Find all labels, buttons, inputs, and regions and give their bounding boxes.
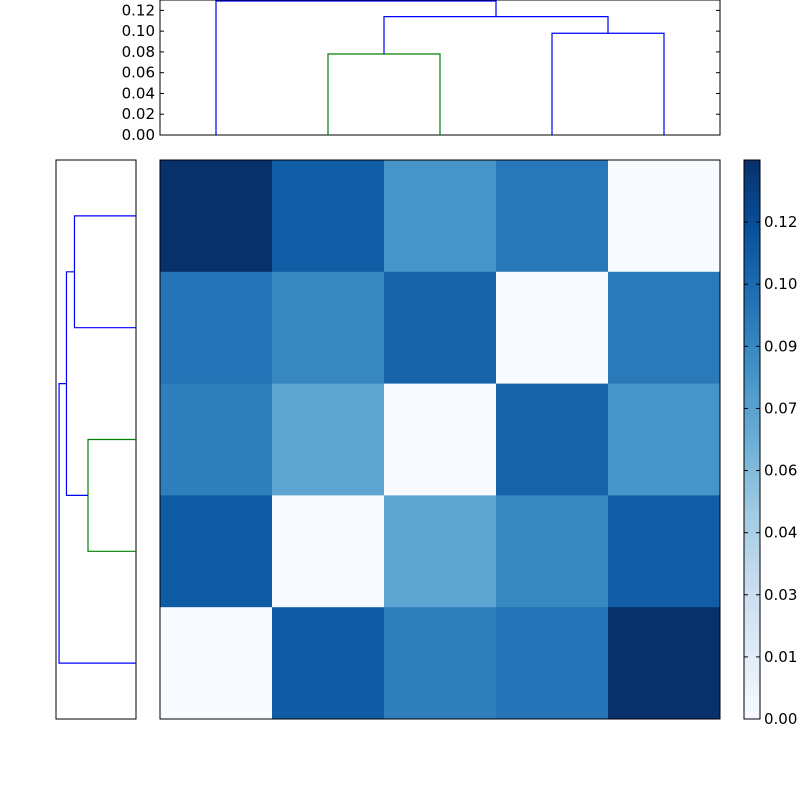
colorbar-tick-label: 0.00 — [764, 710, 797, 728]
heatmap-cell — [608, 607, 721, 720]
top-dendrogram-tick-label: 0.04 — [122, 84, 155, 102]
heatmap-cell — [496, 383, 609, 496]
top-dendrogram-tick-label: 0.00 — [122, 126, 155, 144]
colorbar-ticks: 0.00 0.01 0.03 0.04 0.06 0.07 0.09 0.10 0.12 — [744, 213, 797, 728]
top-dendrogram-tick-label: 0.02 — [122, 105, 155, 123]
heatmap-cell — [496, 495, 609, 608]
colorbar-tick-label: 0.12 — [764, 213, 797, 231]
top-dendrogram-links — [215, 0, 665, 135]
colorbar-tick-label: 0.06 — [764, 462, 797, 480]
top-dendrogram: 0.00 0.02 0.04 0.06 0.08 0.10 0.12 — [122, 0, 721, 144]
colorbar-tick-label: 0.07 — [764, 399, 797, 417]
heatmap-cell — [272, 160, 385, 273]
colorbar-gradient — [743, 159, 761, 720]
heatmap-cell — [272, 607, 385, 720]
top-dendrogram-link — [215, 0, 497, 135]
colorbar-tick-label: 0.01 — [764, 648, 797, 666]
colorbar: 0.00 0.01 0.03 0.04 0.06 0.07 0.09 0.10 0.12 — [743, 159, 797, 728]
colorbar-tick-label: 0.10 — [764, 275, 797, 293]
heatmap-cell — [160, 495, 273, 608]
heatmap-cell — [384, 607, 497, 720]
top-dendrogram-y-axis: 0.00 0.02 0.04 0.06 0.08 0.10 0.12 — [122, 1, 720, 144]
heatmap-cell — [160, 271, 273, 385]
colorbar-tick-label: 0.09 — [764, 337, 797, 355]
left-dendrogram-links — [58, 215, 136, 664]
colorbar-tick-label: 0.04 — [764, 524, 797, 542]
top-dendrogram-tick-label: 0.08 — [122, 43, 155, 61]
heatmap-cell — [160, 383, 273, 496]
heatmap-cell — [384, 160, 497, 273]
heatmap-cell — [160, 607, 273, 720]
top-dendrogram-tick-label: 0.10 — [122, 22, 155, 40]
heatmap-cell — [608, 383, 721, 496]
heatmap-cell — [384, 495, 497, 608]
top-dendrogram-tick-label: 0.06 — [122, 64, 155, 82]
heatmap-cell — [160, 160, 273, 273]
top-dendrogram-tick-label: 0.12 — [122, 1, 155, 19]
heatmap-cell — [496, 160, 609, 273]
heatmap-cell — [608, 160, 721, 273]
heatmap-cell — [384, 383, 497, 496]
heatmap-cell — [608, 271, 721, 385]
heatmap-cell — [496, 271, 609, 385]
heatmap-cell — [384, 271, 497, 385]
colorbar-tick-label: 0.03 — [764, 586, 797, 604]
left-dendrogram-link — [58, 383, 136, 664]
heatmap — [159, 159, 721, 720]
heatmap-cell — [608, 495, 721, 608]
heatmap-frame — [159, 159, 721, 720]
left-dendrogram — [55, 159, 137, 720]
heatmap-cell — [272, 383, 385, 496]
heatmap-cells — [160, 160, 721, 720]
heatmap-cell — [272, 495, 385, 608]
heatmap-cell — [272, 271, 385, 385]
heatmap-cell — [496, 607, 609, 720]
top-dendrogram-link — [383, 16, 609, 54]
top-dendrogram-link — [551, 32, 665, 135]
